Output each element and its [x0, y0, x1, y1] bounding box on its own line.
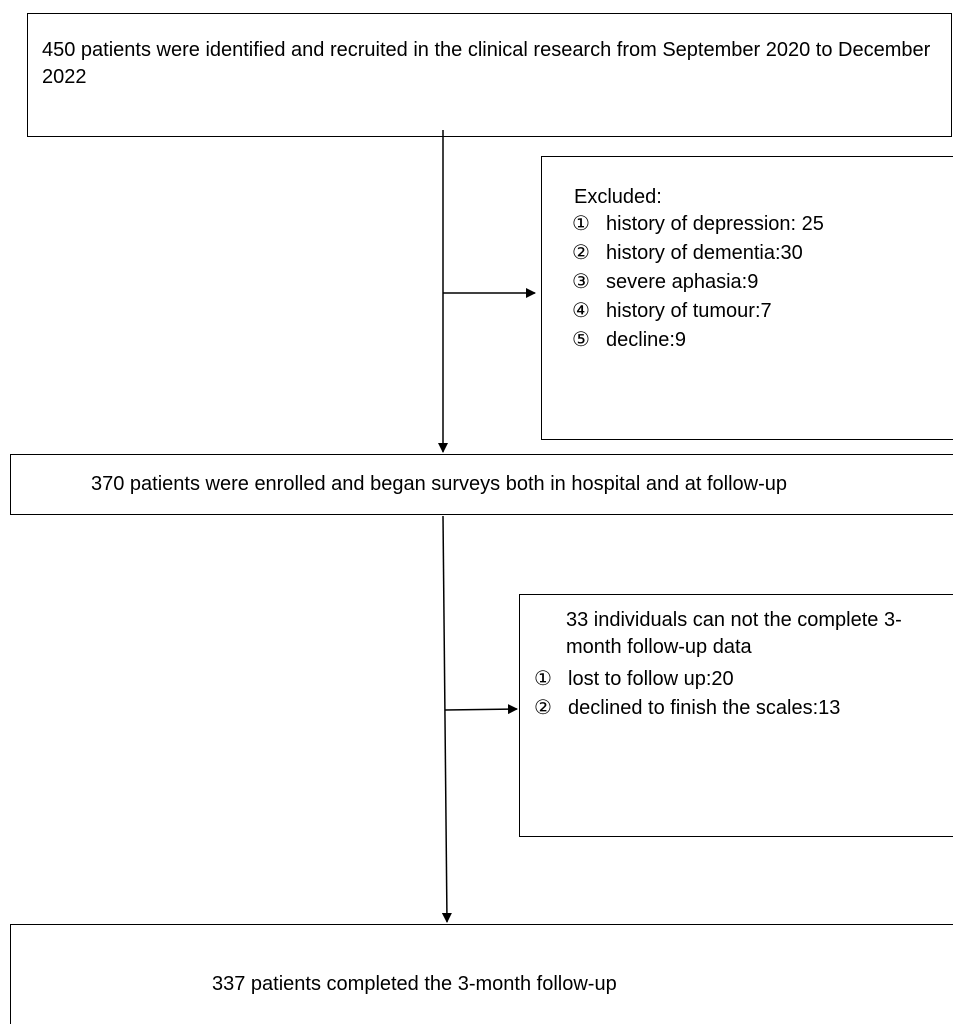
excluded-item: ③ severe aphasia:9 [572, 271, 759, 293]
incomplete-item: ① lost to follow up:20 [534, 668, 734, 690]
completed-box: 337 patients completed the 3-month follo… [10, 924, 953, 1024]
incomplete-item: ② declined to finish the scales:13 [534, 697, 841, 719]
arrow-to-incomplete [444, 704, 518, 715]
arrow-enrolled-to-completed [441, 515, 452, 923]
excluded-box: Excluded: ① history of depression: 25 ② hi… [541, 156, 953, 440]
excluded-heading: Excluded: [574, 186, 662, 208]
excluded-item: ④ history of tumour:7 [572, 300, 772, 322]
completed-text: 337 patients completed the 3-month follo… [212, 973, 617, 995]
incomplete-box: 33 individuals can not the complete 3-mo… [519, 594, 953, 837]
identified-text: 450 patients were identified and recruit… [42, 39, 931, 88]
excluded-item: ⑤ decline:9 [572, 329, 687, 351]
excluded-item: ② history of dementia:30 [572, 242, 803, 264]
enrolled-text: 370 patients were enrolled and began sur… [91, 473, 788, 495]
incomplete-heading: 33 individuals can not the complete 3-mo… [566, 609, 902, 658]
identified-box: 450 patients were identified and recruit… [27, 13, 952, 137]
excluded-item: ① history of depression: 25 [572, 213, 824, 235]
enrolled-box: 370 patients were enrolled and began sur… [10, 454, 953, 515]
